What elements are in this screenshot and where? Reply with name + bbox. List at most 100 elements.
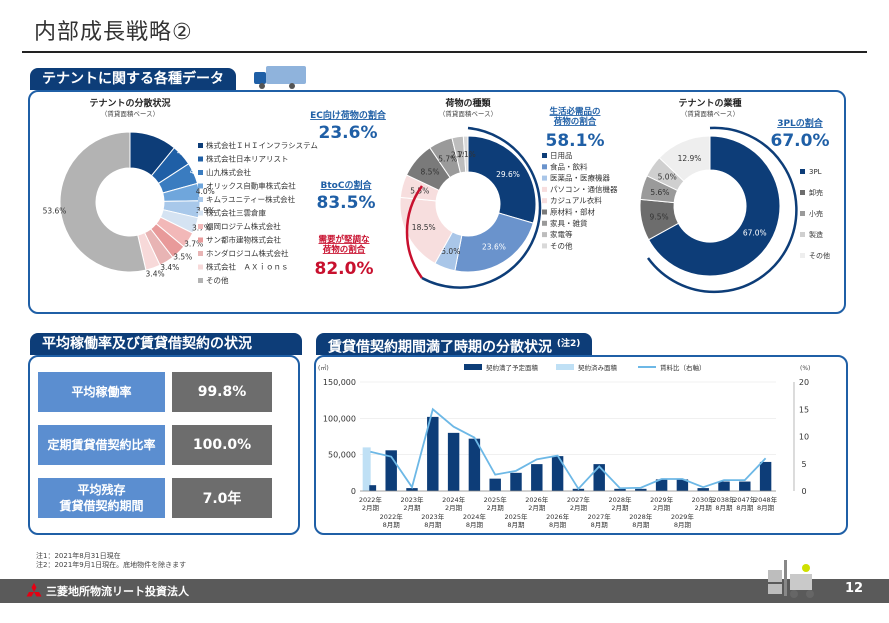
forklift-icon xyxy=(768,560,814,598)
y-left-tick: 50,000 xyxy=(328,451,356,460)
legend-label: オリックス自動車株式会社 xyxy=(206,181,296,191)
x-tick-label: 2026年 xyxy=(546,512,570,521)
legend-label: 日用品 xyxy=(550,151,573,160)
x-tick-label: 2月期 xyxy=(362,504,380,512)
section-tab-occupancy: 平均稼働率及び賃貸借契約の状況 xyxy=(30,333,302,355)
x-tick-label: 2025年 xyxy=(504,512,528,521)
legend-swatch xyxy=(198,156,203,162)
stat-row: 定期賃貸借契約比率 100.0% xyxy=(38,425,272,465)
x-tick-label: 2027年 xyxy=(588,512,612,521)
x-tick-label: 8月期 xyxy=(424,521,442,529)
bar-expiring xyxy=(427,416,439,491)
legend-swatch xyxy=(800,190,805,195)
slice-label: 9.5% xyxy=(650,213,669,222)
section3-title: 賃貸借契約期間満了時期の分散状況 xyxy=(328,339,552,356)
daily-value: 58.1% xyxy=(546,131,605,151)
x-tick-label: 2023年 xyxy=(400,495,424,504)
legend-swatch xyxy=(464,364,482,370)
slice-label: 10.9% xyxy=(144,126,168,135)
x-tick-label: 2月期 xyxy=(653,504,671,512)
lease-expiry-chart: (㎡) (%) 0 50,000 100,000 150,000 0 5 10 15 20 契約満了予… xyxy=(318,363,810,529)
legend-swatch xyxy=(800,232,805,237)
threepl-value: 67.0% xyxy=(771,131,830,151)
expiry-panel xyxy=(314,355,848,535)
slice-label: 67.0% xyxy=(743,228,767,237)
x-tick-label: 2028年 xyxy=(608,495,632,504)
stat-label: 平均残存 賃貸借契約期間 xyxy=(38,478,165,518)
x-tick-label: 2022年 xyxy=(380,512,404,521)
legend-label: 山九株式会社 xyxy=(206,167,251,177)
legend-label: その他 xyxy=(809,251,830,260)
legend-swatch xyxy=(542,175,547,181)
legend-swatch xyxy=(542,164,547,170)
bar-expiring xyxy=(369,485,377,491)
stat-value: 100.0% xyxy=(172,425,272,465)
legend-label: 食品・飲料 xyxy=(550,161,588,171)
stat-label: 定期賃貸借契約比率 xyxy=(38,425,165,465)
bar-expiring xyxy=(655,479,668,491)
x-tick-label: 2025年 xyxy=(484,495,508,504)
slice-label: 8.5% xyxy=(421,167,440,176)
slice-label: 29.6% xyxy=(496,170,520,179)
daily-label: 生活必需品の xyxy=(549,106,600,117)
legend-swatch xyxy=(542,209,547,215)
cargo-type-pie: 29.6%23.6%5.0%18.5%5.5%8.5%5.7%2.7%1.1%荷… xyxy=(399,97,618,273)
x-tick-label: 8月期 xyxy=(507,521,525,529)
bar-contracted xyxy=(362,447,371,491)
slice-label: 2.7% xyxy=(451,151,470,160)
pie-slice xyxy=(59,131,147,273)
legend-swatch xyxy=(198,210,203,216)
page-number: 12 xyxy=(845,581,864,596)
pie-slice xyxy=(462,135,469,173)
x-tick-label: 2026年 xyxy=(525,495,549,504)
legend-label: 福岡ロジテム株式会社 xyxy=(206,221,281,231)
legend-label: その他 xyxy=(206,275,229,285)
bar-expiring xyxy=(468,438,481,491)
slice-label: 5.0% xyxy=(441,247,460,256)
legend-label: 医薬品・医療機器 xyxy=(550,173,610,183)
x-tick-label: 8月期 xyxy=(466,521,484,529)
legend-swatch xyxy=(800,169,805,174)
truck-icon xyxy=(254,66,306,89)
slice-label: 53.6% xyxy=(43,207,67,216)
legend-swatch xyxy=(198,183,203,189)
pie-slice xyxy=(647,135,781,277)
slice-label: 3.4% xyxy=(160,263,179,272)
x-tick-label: 2048年 xyxy=(754,495,778,504)
ec-label: EC向け荷物の割合 xyxy=(310,109,387,121)
stat-row: 平均残存 賃貸借契約期間 7.0年 xyxy=(38,478,272,518)
chart-subtitle: （賃貸面積ベース） xyxy=(101,109,159,118)
legend-label: パソコン・通信機器 xyxy=(550,184,618,194)
legend-swatch xyxy=(542,186,547,192)
x-tick-label: 2030年 xyxy=(692,495,716,504)
legend-swatch xyxy=(198,264,203,270)
bar-expiring xyxy=(447,432,460,491)
stable-label: 荷物の割合 xyxy=(322,244,366,255)
slice-label: 5.0% xyxy=(658,173,677,182)
btoc-bracket xyxy=(421,126,542,289)
x-tick-label: 2024年 xyxy=(442,495,466,504)
footer-bar xyxy=(0,579,889,603)
legend-label: 契約満了予定面積 xyxy=(486,363,539,372)
x-tick-label: 2月期 xyxy=(528,504,546,512)
stat-row: 平均稼働率 99.8% xyxy=(38,372,272,412)
slice-label: 12.9% xyxy=(678,154,702,163)
slice-label: 3.5% xyxy=(173,253,192,262)
ec-value: 23.6% xyxy=(319,123,378,143)
section3-note-mark: (注2) xyxy=(556,339,581,349)
btoc-label: BtoCの割合 xyxy=(321,179,373,191)
pie-slice xyxy=(467,135,537,224)
x-tick-label: 8月期 xyxy=(757,504,775,512)
x-tick-label: 8月期 xyxy=(736,504,754,512)
x-tick-label: 8月期 xyxy=(632,521,650,529)
stable-bracket xyxy=(405,185,424,279)
legend-label: 小売 xyxy=(809,209,823,218)
legend-swatch xyxy=(542,220,547,226)
slice-label: 4.9% xyxy=(177,147,196,156)
chart-title: 荷物の種類 xyxy=(444,97,491,109)
legend-swatch xyxy=(542,198,547,204)
legend-label: 家具・雑貨 xyxy=(550,218,588,228)
legend-label: その他 xyxy=(550,240,573,250)
mitsubishi-logo-icon xyxy=(26,583,42,597)
x-tick-label: 2月期 xyxy=(445,504,463,512)
